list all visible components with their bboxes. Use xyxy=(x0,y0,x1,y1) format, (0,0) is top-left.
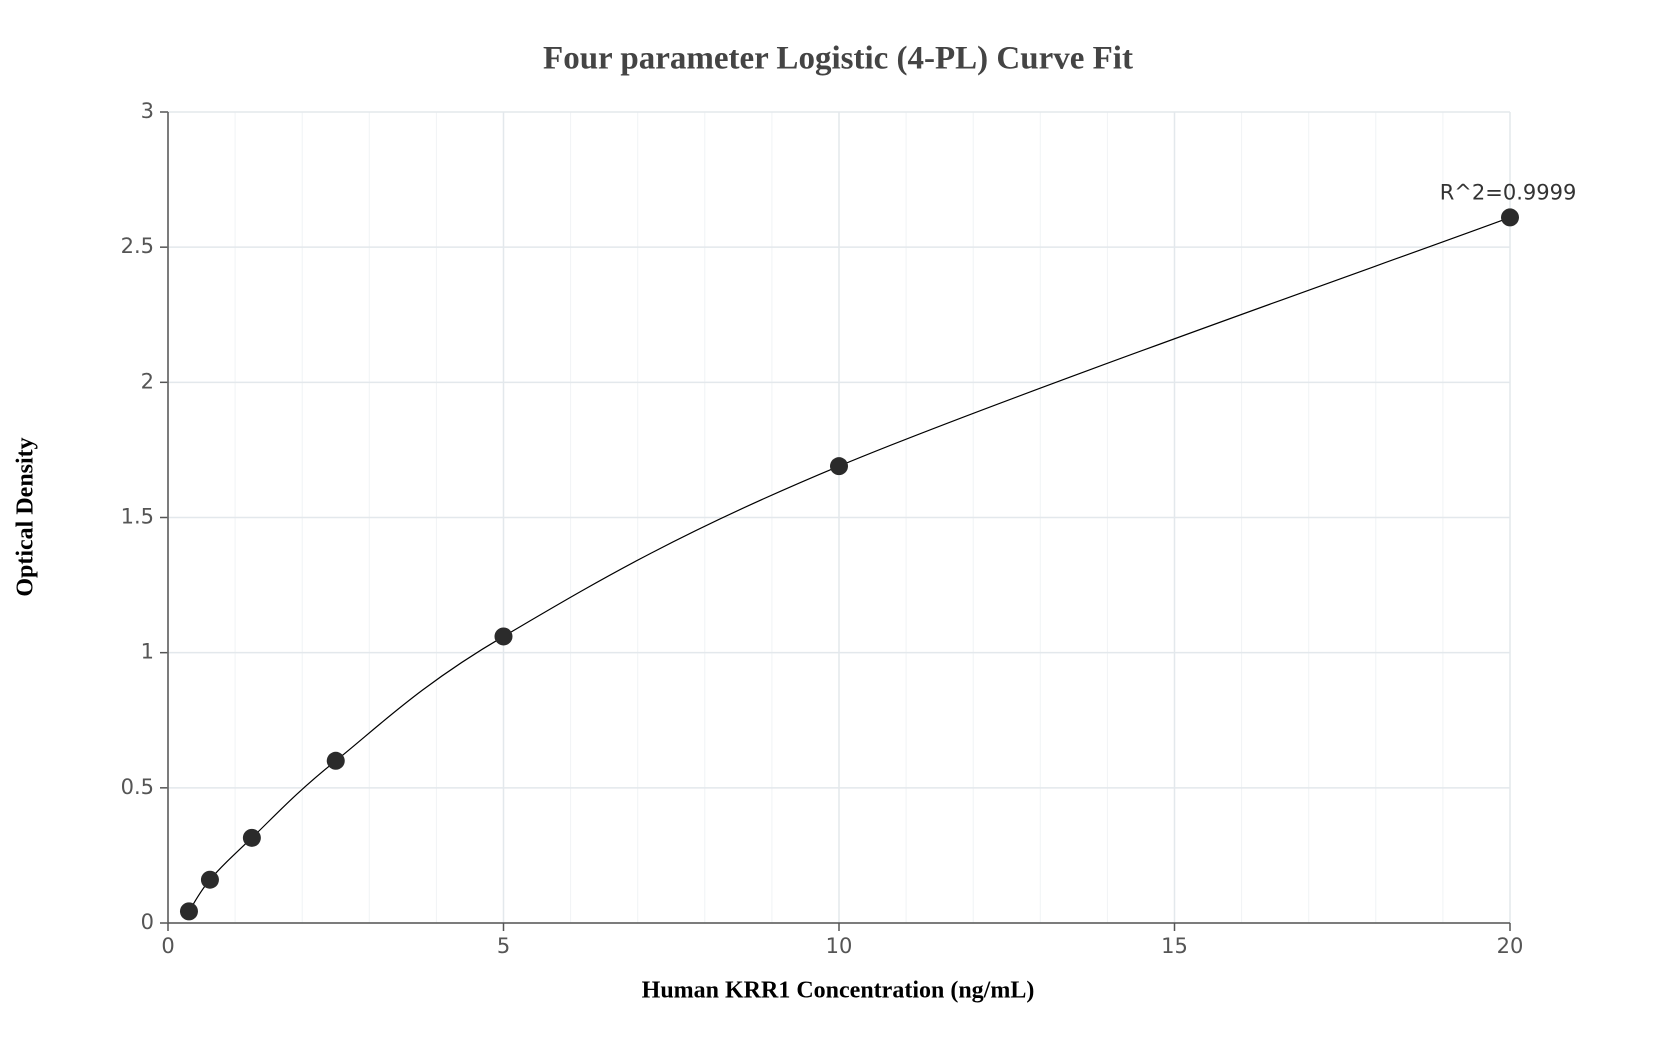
y-tick-label: 1 xyxy=(141,640,154,664)
x-tick-label: 10 xyxy=(826,934,853,958)
fit-curve xyxy=(188,216,1511,912)
annotation: R^2=0.9999 xyxy=(1440,180,1577,204)
data-point xyxy=(326,751,345,770)
y-tick-label: 3 xyxy=(141,99,154,123)
y-tick-label: 1.5 xyxy=(121,505,154,529)
y-tick-label: 0.5 xyxy=(121,775,154,799)
data-point xyxy=(494,627,513,646)
x-tick-label: 20 xyxy=(1497,934,1524,958)
y-axis-label: Optical Density xyxy=(13,437,39,596)
data-point xyxy=(200,870,219,889)
data-point xyxy=(179,902,198,921)
x-tick-label: 0 xyxy=(161,934,174,958)
y-tick-label: 2 xyxy=(141,369,154,393)
chart-title: Four parameter Logistic (4-PL) Curve Fit xyxy=(543,41,1133,77)
x-axis-label: Human KRR1 Concentration (ng/mL) xyxy=(642,978,1035,1004)
data-point xyxy=(242,828,261,847)
data-point xyxy=(1501,208,1519,227)
y-tick-label: 2.5 xyxy=(121,234,154,258)
x-tick-label: 15 xyxy=(1161,934,1188,958)
x-tick-label: 5 xyxy=(497,934,510,958)
y-tick-label: 0 xyxy=(141,910,154,934)
data-point xyxy=(830,457,848,476)
